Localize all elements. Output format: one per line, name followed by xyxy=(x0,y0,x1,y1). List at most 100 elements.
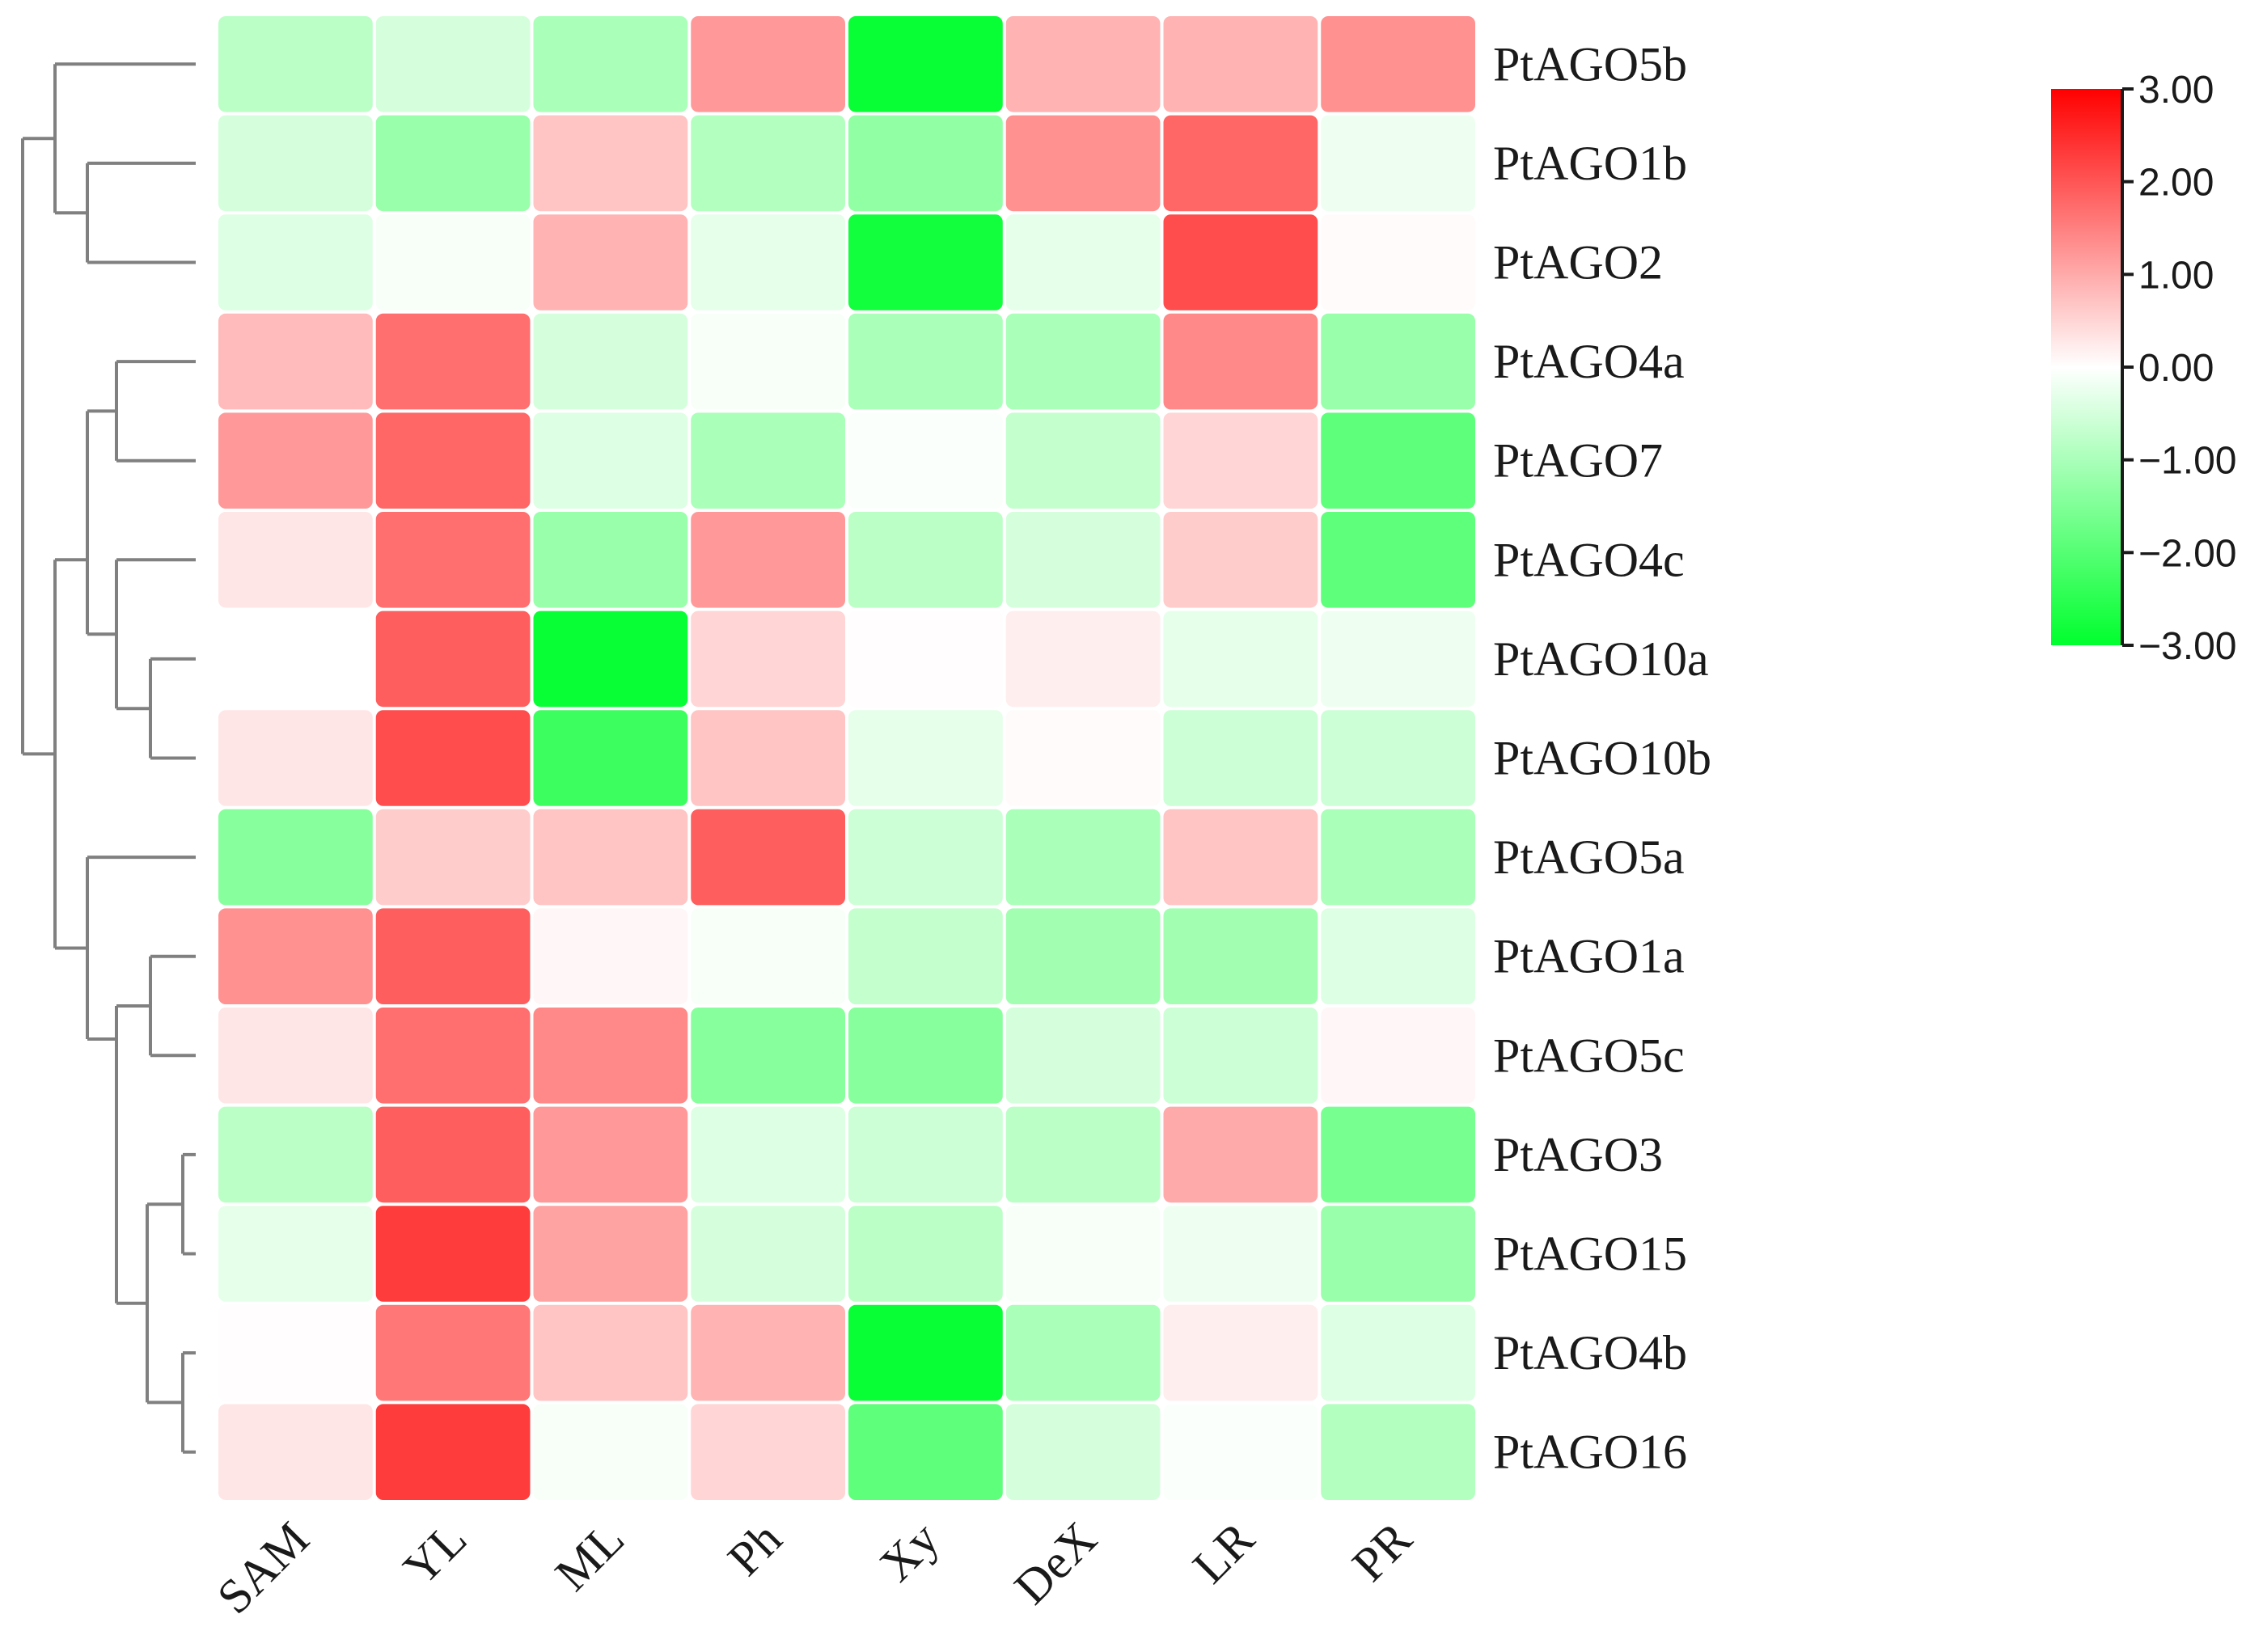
heatmap-cell-PtAGO16-ML xyxy=(533,1404,688,1500)
column-label: YL xyxy=(393,1512,476,1595)
row-label: PtAGO5b xyxy=(1493,37,1687,91)
column-label: DeX xyxy=(1005,1512,1107,1615)
column-label: PR xyxy=(1342,1512,1422,1592)
color-scale-tick-label: 1.00 xyxy=(2138,254,2214,297)
heatmap-cell-PtAGO15-YL xyxy=(375,1206,531,1302)
heatmap-cell-PtAGO10b-ML xyxy=(533,710,688,806)
heatmap-cell-PtAGO10b-DeX xyxy=(1005,710,1161,806)
heatmap-cell-PtAGO1b-DeX xyxy=(1005,115,1161,212)
heatmap-cell-PtAGO3-Xy xyxy=(848,1106,1003,1203)
heatmap-cell-PtAGO1b-PR xyxy=(1321,115,1475,212)
heatmap-cell-PtAGO4a-YL xyxy=(375,313,531,410)
heatmap-cell-PtAGO4a-Ph xyxy=(691,313,845,410)
heatmap-cell-PtAGO10b-Xy xyxy=(848,710,1003,806)
heatmap-cell-PtAGO4a-Xy xyxy=(848,313,1003,410)
heatmap-cell-PtAGO4b-PR xyxy=(1321,1304,1475,1401)
color-scale-tick-label: −1.00 xyxy=(2138,440,2236,483)
heatmap-cell-PtAGO10a-PR xyxy=(1321,611,1475,708)
heatmap-cell-PtAGO5c-LR xyxy=(1163,1008,1318,1104)
heatmap-cell-PtAGO7-PR xyxy=(1321,412,1475,509)
heatmap-cell-PtAGO2-DeX xyxy=(1005,214,1161,311)
heatmap-cell-PtAGO5c-ML xyxy=(533,1008,688,1104)
heatmap-cell-PtAGO1a-Ph xyxy=(691,908,845,1004)
heatmap-cell-PtAGO1a-DeX xyxy=(1005,908,1161,1004)
column-label: SAM xyxy=(207,1512,319,1625)
row-labels: PtAGO5b PtAGO1b PtAGO2 PtAGO4a PtAGO7 PtAGO4c… xyxy=(1493,37,1711,1478)
heatmap-cell-PtAGO15-ML xyxy=(533,1206,688,1302)
heatmap-cell-PtAGO5a-DeX xyxy=(1005,809,1161,906)
heatmap-cell-PtAGO1a-Xy xyxy=(848,908,1003,1004)
heatmap-cell-PtAGO10b-PR xyxy=(1321,710,1475,806)
heatmap-cell-PtAGO16-Xy xyxy=(848,1404,1003,1500)
heatmap-cell-PtAGO2-YL xyxy=(375,214,531,311)
heatmap-cell-PtAGO5c-Xy xyxy=(848,1008,1003,1104)
column-label: Ph xyxy=(717,1512,791,1586)
heatmap-cell-PtAGO10a-YL xyxy=(375,611,531,708)
heatmap-cell-PtAGO16-LR xyxy=(1163,1404,1318,1500)
heatmap-cell-PtAGO5a-SAM xyxy=(218,809,373,906)
row-label: PtAGO10a xyxy=(1493,632,1709,686)
heatmap-cell-PtAGO7-ML xyxy=(533,412,688,509)
heatmap-cell-PtAGO2-Ph xyxy=(691,214,845,311)
heatmap-cell-PtAGO4c-Ph xyxy=(691,512,845,608)
heatmap-cell-PtAGO7-LR xyxy=(1163,412,1318,509)
heatmap-cell-PtAGO5b-DeX xyxy=(1005,16,1161,112)
heatmap-cell-PtAGO16-SAM xyxy=(218,1404,373,1500)
heatmap-cell-PtAGO5a-LR xyxy=(1163,809,1318,906)
heatmap-cell-PtAGO5a-YL xyxy=(375,809,531,906)
heatmap-cell-PtAGO5b-ML xyxy=(533,16,688,112)
row-label: PtAGO7 xyxy=(1493,434,1663,488)
heatmap-cell-PtAGO5a-Ph xyxy=(691,809,845,906)
heatmap-cell-PtAGO4a-SAM xyxy=(218,313,373,410)
heatmap-cells xyxy=(218,16,1475,1500)
heatmap-cell-PtAGO1b-SAM xyxy=(218,115,373,212)
heatmap-cell-PtAGO1a-ML xyxy=(533,908,688,1004)
heatmap-cell-PtAGO5a-ML xyxy=(533,809,688,906)
heatmap-cell-PtAGO2-SAM xyxy=(218,214,373,311)
heatmap-cell-PtAGO5c-DeX xyxy=(1005,1008,1161,1104)
color-scale-tick-label: 0.00 xyxy=(2138,347,2214,390)
heatmap-cell-PtAGO10a-SAM xyxy=(218,611,373,708)
heatmap-cell-PtAGO15-DeX xyxy=(1005,1206,1161,1302)
heatmap-cell-PtAGO1a-LR xyxy=(1163,908,1318,1004)
heatmap-cell-PtAGO4a-PR xyxy=(1321,313,1475,410)
heatmap-cell-PtAGO10a-DeX xyxy=(1005,611,1161,708)
heatmap-cell-PtAGO10b-LR xyxy=(1163,710,1318,806)
heatmap-cell-PtAGO5b-Xy xyxy=(848,16,1003,112)
column-label: LR xyxy=(1182,1512,1264,1594)
heatmap-cell-PtAGO5b-LR xyxy=(1163,16,1318,112)
heatmap-cell-PtAGO10b-YL xyxy=(375,710,531,806)
heatmap-cell-PtAGO15-Ph xyxy=(691,1206,845,1302)
heatmap-cell-PtAGO16-PR xyxy=(1321,1404,1475,1500)
heatmap-cell-PtAGO4b-LR xyxy=(1163,1304,1318,1401)
color-scale-tick-label: −3.00 xyxy=(2138,625,2236,668)
heatmap-cell-PtAGO10b-Ph xyxy=(691,710,845,806)
color-scale-tick-label: 3.00 xyxy=(2138,69,2214,112)
heatmap-cell-PtAGO5b-Ph xyxy=(691,16,845,112)
heatmap-cell-PtAGO2-PR xyxy=(1321,214,1475,311)
heatmap-cell-PtAGO10a-LR xyxy=(1163,611,1318,708)
heatmap-cell-PtAGO10a-ML xyxy=(533,611,688,708)
heatmap-cell-PtAGO3-DeX xyxy=(1005,1106,1161,1203)
row-label: PtAGO16 xyxy=(1493,1426,1687,1479)
heatmap-cell-PtAGO5b-PR xyxy=(1321,16,1475,112)
color-scale-tick-label: −2.00 xyxy=(2138,532,2236,575)
heatmap-cell-PtAGO3-SAM xyxy=(218,1106,373,1203)
heatmap-cell-PtAGO3-ML xyxy=(533,1106,688,1203)
heatmap-cell-PtAGO10a-Ph xyxy=(691,611,845,708)
heatmap-cell-PtAGO3-Ph xyxy=(691,1106,845,1203)
heatmap-cell-PtAGO3-YL xyxy=(375,1106,531,1203)
color-scale-legend: 3.00 2.00 1.00 0.00 −1.00 −2.00 −3.00 xyxy=(2051,69,2236,668)
heatmap-cell-PtAGO15-Xy xyxy=(848,1206,1003,1302)
heatmap-cell-PtAGO5c-SAM xyxy=(218,1008,373,1104)
heatmap-cell-PtAGO16-Ph xyxy=(691,1404,845,1500)
heatmap-cell-PtAGO1b-Xy xyxy=(848,115,1003,212)
heatmap-cell-PtAGO7-YL xyxy=(375,412,531,509)
heatmap-cell-PtAGO4b-SAM xyxy=(218,1304,373,1401)
heatmap-cell-PtAGO4c-PR xyxy=(1321,512,1475,608)
row-label: PtAGO4b xyxy=(1493,1326,1687,1379)
heatmap-cell-PtAGO4a-LR xyxy=(1163,313,1318,410)
heatmap-cell-PtAGO4a-DeX xyxy=(1005,313,1161,410)
heatmap-cell-PtAGO2-Xy xyxy=(848,214,1003,311)
